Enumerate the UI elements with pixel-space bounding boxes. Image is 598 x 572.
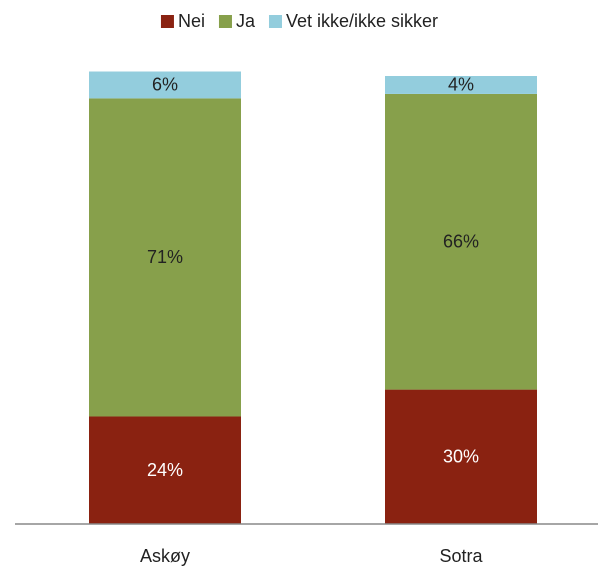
data-label: 24% [147, 460, 183, 480]
legend: Nei Ja Vet ikke/ikke sikker [160, 11, 438, 31]
legend-swatch [268, 15, 282, 28]
bar-segment [385, 93, 537, 390]
data-label: 30% [443, 447, 479, 467]
legend-label: Ja [236, 11, 256, 31]
legend-swatch [218, 15, 232, 28]
legend-swatch [160, 15, 174, 28]
data-label: 71% [147, 247, 183, 267]
bar-segment [89, 416, 241, 524]
data-label: 6% [152, 75, 178, 95]
bar-segment [385, 76, 537, 94]
data-label: 66% [443, 232, 479, 252]
legend-label: Nei [178, 11, 205, 31]
x-tick-label: Askøy [140, 546, 190, 566]
x-tick-label: Sotra [439, 546, 483, 566]
bar-segment [89, 98, 241, 417]
legend-label: Vet ikke/ikke sikker [286, 11, 438, 31]
data-label: 4% [448, 75, 474, 95]
bar-segment [385, 389, 537, 524]
bar-segment [89, 71, 241, 99]
